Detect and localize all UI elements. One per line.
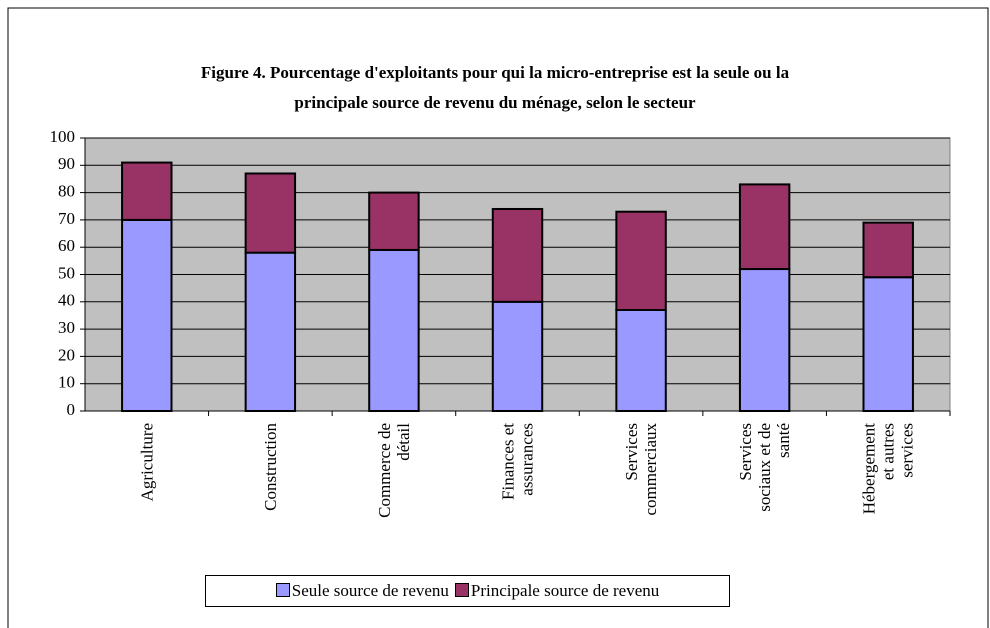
- x-tick-label: Hébergement et autres services: [859, 423, 917, 515]
- legend-item: Seule source de revenu: [275, 581, 449, 601]
- y-tick-label: 30: [58, 318, 75, 337]
- bar-segment: [615, 308, 667, 412]
- x-tick-label: Services commerciaux: [622, 423, 661, 516]
- x-tick-label: Commerce de détail: [374, 423, 413, 518]
- legend-label: Principale source de revenu: [470, 581, 660, 600]
- bar-segment: [615, 210, 667, 311]
- bar-segment: [491, 300, 544, 412]
- legend-label: Seule source de revenu: [291, 581, 449, 600]
- bar-segment: [121, 161, 173, 221]
- x-tick-label: Construction: [260, 423, 280, 511]
- chart-title: Figure 4. Pourcentage d'exploitants pour…: [200, 63, 790, 112]
- bar-segment: [121, 218, 173, 412]
- bar-segment: [491, 207, 544, 303]
- y-tick-label: 0: [67, 400, 76, 419]
- bar-segment: [368, 191, 420, 251]
- bar-segment: [738, 268, 791, 413]
- y-tick-label: 50: [58, 263, 75, 282]
- bar-segment: [244, 251, 297, 412]
- y-tick-label: 60: [58, 236, 75, 255]
- bar-segment: [368, 248, 420, 412]
- legend-swatch: [275, 583, 290, 597]
- legend-swatch: [454, 583, 469, 597]
- y-tick-label: 90: [58, 154, 75, 173]
- y-tick-label: 100: [50, 127, 76, 146]
- bar-segment: [862, 221, 914, 279]
- x-tick-label: Agriculture: [137, 423, 157, 502]
- x-tick-label: Finances et assurances: [498, 423, 537, 500]
- legend: Seule source de revenu Principale source …: [205, 575, 730, 607]
- legend-item: Principale source de revenu: [454, 581, 660, 601]
- frame: [7, 7, 989, 628]
- x-tick-label: Services sociaux et de santé: [736, 423, 794, 512]
- bar-segment: [862, 276, 914, 413]
- y-tick-label: 10: [58, 373, 75, 392]
- y-tick-label: 80: [58, 182, 75, 201]
- bar-segment: [244, 172, 297, 254]
- y-tick-label: 20: [58, 345, 75, 364]
- bar-segment: [738, 183, 791, 271]
- y-tick-label: 40: [58, 291, 75, 310]
- y-tick-label: 70: [58, 209, 75, 228]
